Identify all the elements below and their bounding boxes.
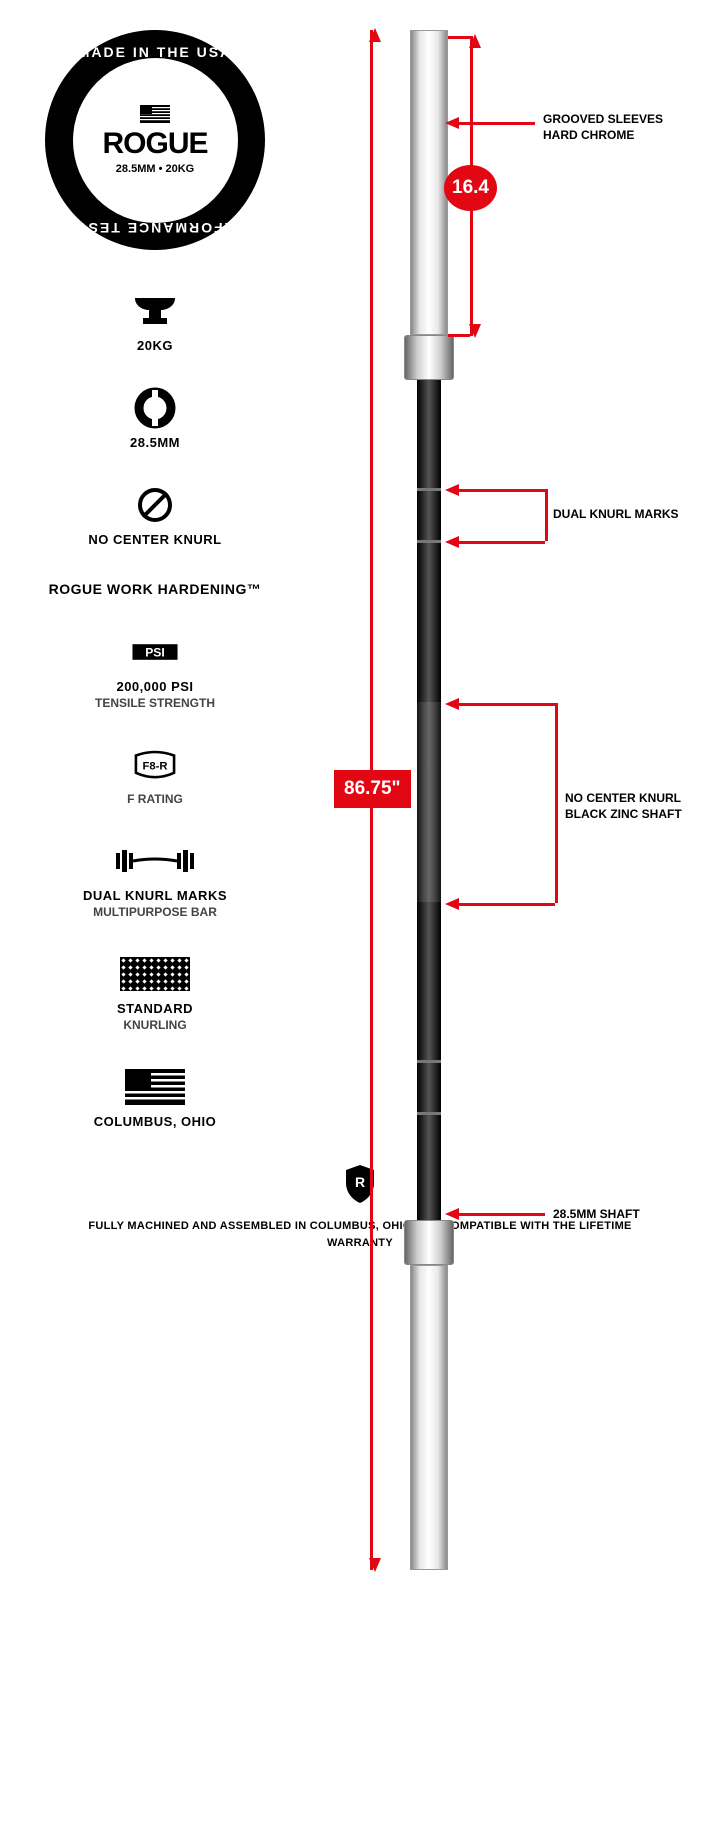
spec-sublabel: F RATING [45, 792, 265, 806]
knurl-mark [417, 1112, 441, 1115]
pattern-icon [45, 953, 265, 995]
badge-arc-top: MADE IN THE USA [45, 44, 265, 60]
callout-title: NO CENTER KNURL [565, 790, 682, 806]
spec-label: STANDARD [45, 1001, 265, 1016]
spec-label: 200,000 PSI [45, 679, 265, 694]
sleeve-bottom [410, 1265, 448, 1570]
callout-subtext: BLACK ZINC SHAFT [565, 806, 682, 822]
spec-label: 28.5MM [45, 435, 265, 450]
badge-inner: ROGUE 28.5MM • 20KG [73, 58, 238, 223]
spec-origin: COLUMBUS, OHIO [45, 1066, 265, 1129]
collar-top [404, 335, 454, 380]
spec-frating: F8-R F RATING [45, 744, 265, 806]
callout-title: 28.5MM SHAFT [553, 1206, 640, 1222]
knurl-mark [417, 488, 441, 491]
barbell-icon [45, 840, 265, 882]
spec-label: COLUMBUS, OHIO [45, 1114, 265, 1129]
spec-bartype: DUAL KNURL MARKS MULTIPURPOSE BAR [45, 840, 265, 919]
flag-icon [140, 105, 170, 123]
spec-diameter: 28.5MM [45, 387, 265, 450]
callout-subtext: HARD CHROME [543, 127, 663, 143]
spec-sublabel: KNURLING [45, 1018, 265, 1032]
spec-tensile: PSI 200,000 PSI TENSILE STRENGTH [45, 631, 265, 710]
badge-brand: ROGUE [102, 127, 207, 161]
badge-arc-bottom: PERFORMANCE TESTED [45, 220, 265, 236]
ring-icon [45, 387, 265, 429]
brand-badge: MADE IN THE USA ROGUE 28.5MM • 20KG PERF… [45, 30, 265, 250]
spec-weight: 20KG [45, 290, 265, 353]
sleeve-top [410, 30, 448, 335]
spec-sublabel: TENSILE STRENGTH [45, 696, 265, 710]
circle-slash-icon [45, 484, 265, 526]
svg-text:PSI: PSI [145, 645, 165, 659]
svg-text:F8-R: F8-R [143, 760, 168, 772]
callout-title: DUAL KNURL MARKS [553, 506, 679, 522]
spec-label: NO CENTER KNURL [45, 532, 265, 547]
psi-icon: PSI [45, 631, 265, 673]
center-section [417, 702, 441, 902]
spec-list: 20KG 28.5MM NO CENTER KNURL ROGUE WORK H… [45, 290, 265, 1129]
callout-title: GROOVED SLEEVES [543, 111, 663, 127]
barbell [410, 30, 448, 1570]
badge-spec: 28.5MM • 20KG [116, 163, 194, 175]
barbell-diagram: 86.75" 16.4 GROOVED SLEEVES HARD CHROME … [320, 30, 700, 1570]
spec-knurl: NO CENTER KNURL [45, 484, 265, 547]
spec-label: DUAL KNURL MARKS [45, 888, 265, 903]
dim-total-label: 86.75" [334, 770, 411, 808]
spec-knurling: STANDARD KNURLING [45, 953, 265, 1032]
fbadge-icon: F8-R [45, 744, 265, 786]
spec-sublabel: MULTIPURPOSE BAR [45, 905, 265, 919]
knurl-mark [417, 540, 441, 543]
knurl-mark [417, 1060, 441, 1063]
spec-label: ROGUE WORK HARDENING™ [45, 581, 265, 597]
flag-icon [45, 1066, 265, 1108]
collar-bottom [404, 1220, 454, 1265]
spec-rwh: ROGUE WORK HARDENING™ [45, 581, 265, 597]
dim-sleeve-label: 16.4 [444, 165, 497, 211]
anvil-icon [45, 290, 265, 332]
spec-label: 20KG [45, 338, 265, 353]
